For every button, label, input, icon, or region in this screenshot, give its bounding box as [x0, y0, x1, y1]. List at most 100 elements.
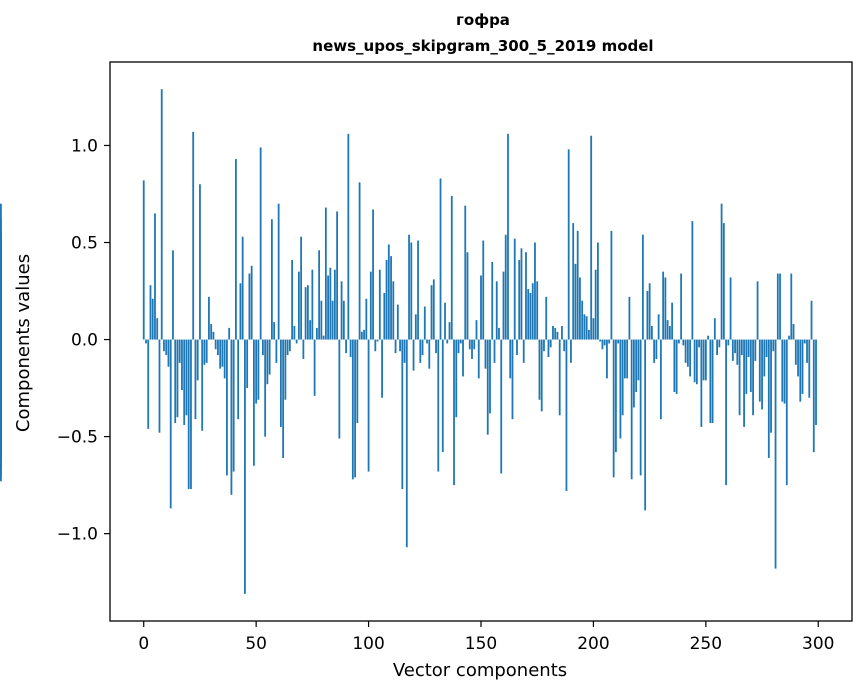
bar [439, 178, 442, 340]
bar [790, 273, 793, 340]
bar [518, 259, 521, 340]
bar [187, 339, 190, 490]
bar [300, 236, 303, 340]
bar [329, 267, 332, 340]
bar [174, 339, 177, 424]
bar [340, 281, 343, 340]
bar [172, 250, 174, 340]
bar [815, 339, 817, 425]
bar [536, 281, 539, 340]
bar [250, 265, 253, 340]
bar [351, 339, 354, 480]
bar [320, 300, 323, 340]
bar [788, 335, 790, 340]
bar [646, 291, 649, 340]
bar [486, 339, 489, 435]
bar [610, 230, 613, 340]
bar [684, 339, 687, 363]
bar [360, 331, 363, 340]
bar [734, 339, 736, 354]
bar [592, 318, 595, 340]
bar [430, 285, 433, 340]
bar [493, 339, 496, 363]
bar [713, 318, 716, 340]
bar [538, 339, 541, 400]
bar [612, 339, 615, 478]
bar [484, 339, 487, 369]
bar [509, 339, 512, 379]
bar [453, 339, 455, 486]
bar [565, 339, 568, 491]
bar [444, 302, 446, 340]
bar [336, 211, 338, 340]
bar [664, 277, 667, 340]
bar [390, 256, 392, 340]
bar [354, 339, 356, 478]
bar [462, 339, 464, 377]
bar [711, 339, 714, 424]
y-axis-label: Components values [13, 254, 34, 432]
bar [682, 339, 685, 346]
bar [603, 339, 606, 346]
bar [327, 275, 329, 340]
x-axis-label: Vector components [393, 660, 567, 681]
bar [288, 339, 291, 352]
bar [583, 314, 586, 340]
bar [783, 339, 786, 404]
bar [498, 327, 500, 340]
bar [333, 269, 336, 340]
bar [345, 339, 347, 354]
bar [194, 339, 197, 420]
bar [297, 271, 300, 340]
bar [626, 339, 629, 379]
bar [720, 203, 723, 340]
bar [279, 339, 282, 427]
bar [235, 159, 237, 340]
bar [342, 300, 345, 340]
bar [302, 339, 305, 359]
bar [644, 339, 647, 511]
bar [781, 339, 784, 402]
x-tick-label: 300 [802, 634, 834, 654]
bar [806, 339, 808, 363]
bar [801, 339, 804, 394]
bar [414, 314, 417, 340]
bar [516, 339, 518, 356]
bar [441, 339, 444, 453]
bar [574, 263, 577, 340]
bar [0, 254, 2, 340]
bar [718, 339, 721, 348]
bar [639, 339, 642, 476]
y-tick-label: 1.0 [71, 136, 98, 156]
bar [779, 273, 781, 340]
bar [520, 248, 523, 340]
bar [446, 339, 449, 344]
bar [464, 205, 467, 340]
bar [275, 339, 278, 363]
bar [588, 329, 590, 340]
bar [756, 281, 759, 340]
bar [738, 339, 741, 416]
bar [511, 339, 514, 420]
bar [608, 339, 611, 344]
bar [262, 339, 264, 356]
x-tick-label: 250 [690, 634, 722, 654]
bar [743, 339, 745, 427]
bar [686, 339, 689, 367]
bar [214, 339, 217, 350]
y-axis-ticks: −1.0 −0.5 0.0 0.5 1.0 [57, 136, 110, 545]
bar [435, 339, 437, 354]
bar [428, 339, 431, 369]
bar [799, 339, 802, 402]
x-axis-ticks: 0 50 100 150 200 250 300 [138, 621, 834, 654]
bar [502, 271, 505, 340]
bar [257, 339, 260, 400]
bar [628, 296, 631, 340]
bar [758, 339, 761, 402]
bar [212, 331, 215, 340]
bar [259, 147, 262, 340]
bar [677, 339, 680, 344]
bar [504, 234, 507, 340]
bar [624, 339, 626, 379]
bar [374, 339, 377, 352]
